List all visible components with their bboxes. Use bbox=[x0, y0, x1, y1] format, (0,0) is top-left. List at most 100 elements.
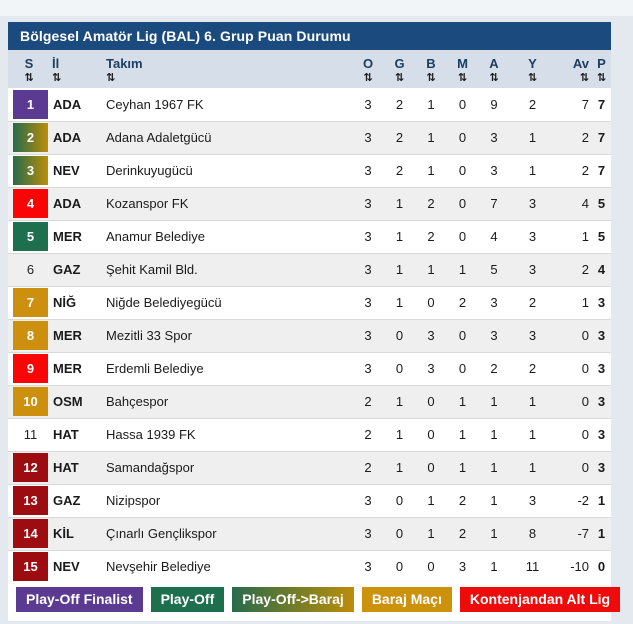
draws-value: 0 bbox=[427, 559, 435, 575]
legend-item-grad: Play-Off->Baraj bbox=[232, 587, 354, 612]
draws-value: 2 bbox=[427, 196, 435, 211]
wins-value: 2 bbox=[395, 163, 404, 178]
table-row: 6 GAZ Şehit Kamil Bld. 3 1 1 1 5 3 2 4 bbox=[8, 253, 611, 286]
sort-arrows-icon[interactable]: ⇅ bbox=[52, 72, 62, 84]
sort-arrows-icon[interactable]: ⇅ bbox=[579, 72, 589, 84]
team-name: Ceyhan 1967 FK bbox=[106, 96, 204, 112]
played-value: 3 bbox=[364, 96, 372, 112]
table-row: 9 MER Erdemli Belediye 3 0 3 0 2 2 0 3 bbox=[8, 352, 611, 385]
goals-against-value: 2 bbox=[528, 361, 537, 376]
column-header-p[interactable]: P ⇅ bbox=[592, 50, 611, 88]
wins-value: 0 bbox=[395, 526, 404, 541]
losses-value: 0 bbox=[458, 328, 467, 343]
losses-value: 0 bbox=[458, 163, 467, 178]
province-code: GAZ bbox=[53, 262, 81, 277]
draws-value: 0 bbox=[427, 394, 435, 409]
rank-badge: 13 bbox=[13, 486, 48, 515]
losses-value: 2 bbox=[458, 295, 467, 310]
sort-arrows-icon[interactable]: ⇅ bbox=[106, 72, 116, 84]
wins-value: 1 bbox=[395, 394, 404, 409]
played-value: 3 bbox=[364, 493, 372, 508]
sort-arrows-icon[interactable]: ⇅ bbox=[363, 72, 373, 84]
table-row: 2 ADA Adana Adaletgücü 3 2 1 0 3 1 2 7 bbox=[8, 121, 611, 154]
losses-value: 0 bbox=[458, 361, 467, 376]
losses-value: 0 bbox=[458, 96, 467, 112]
column-header-tk[interactable]: Takım ⇅ bbox=[98, 50, 352, 88]
sort-arrows-icon[interactable]: ⇅ bbox=[457, 72, 468, 84]
province-code: NEV bbox=[53, 163, 80, 178]
sort-arrows-icon[interactable]: ⇅ bbox=[596, 72, 607, 84]
rank-cell: 8 bbox=[8, 319, 50, 352]
goals-for-value: 3 bbox=[490, 130, 498, 145]
column-header-a[interactable]: A ⇅ bbox=[478, 50, 510, 88]
column-header-il[interactable]: İl ⇅ bbox=[50, 50, 98, 88]
wins-value: 2 bbox=[395, 130, 404, 145]
wins-value: 0 bbox=[395, 559, 404, 575]
goals-for-value: 4 bbox=[490, 229, 498, 244]
column-header-b[interactable]: B ⇅ bbox=[415, 50, 447, 88]
goal-diff-value: 1 bbox=[581, 229, 589, 244]
losses-value: 1 bbox=[458, 427, 467, 442]
points-value: 7 bbox=[597, 163, 606, 178]
rank-badge: 7 bbox=[13, 288, 48, 317]
table-row: 10 OSM Bahçespor 2 1 0 1 1 1 0 3 bbox=[8, 385, 611, 418]
province-code: MER bbox=[53, 361, 82, 376]
points-value: 5 bbox=[597, 196, 606, 211]
goal-diff-value: 1 bbox=[581, 295, 589, 310]
column-header-m[interactable]: M ⇅ bbox=[447, 50, 478, 88]
rank-cell: 5 bbox=[8, 220, 50, 253]
sort-arrows-icon[interactable]: ⇅ bbox=[394, 72, 405, 84]
losses-value: 1 bbox=[458, 394, 467, 409]
goals-against-value: 3 bbox=[528, 493, 537, 508]
rank-cell: 7 bbox=[8, 286, 50, 319]
legend: Play-Off Finalist Play-Off Play-Off->Baraj… bbox=[8, 583, 621, 621]
played-value: 2 bbox=[364, 394, 372, 409]
rank-badge: 5 bbox=[13, 222, 48, 251]
goals-for-value: 5 bbox=[490, 262, 498, 277]
rank-badge: 15 bbox=[13, 552, 48, 582]
sort-arrows-icon[interactable]: ⇅ bbox=[426, 72, 436, 84]
team-name: Erdemli Belediye bbox=[106, 361, 204, 376]
column-label: Av bbox=[572, 56, 589, 71]
goal-diff-value: 0 bbox=[581, 361, 589, 376]
sort-arrows-icon[interactable]: ⇅ bbox=[24, 72, 34, 84]
province-code: HAT bbox=[53, 427, 79, 442]
goals-against-value: 2 bbox=[528, 295, 537, 310]
sort-arrows-icon[interactable]: ⇅ bbox=[489, 72, 499, 84]
points-value: 3 bbox=[597, 427, 606, 442]
goal-diff-value: 4 bbox=[581, 196, 589, 211]
draws-value: 0 bbox=[427, 295, 435, 310]
column-header-s[interactable]: S ⇅ bbox=[8, 50, 50, 88]
losses-value: 0 bbox=[458, 196, 467, 211]
rank-cell: 4 bbox=[8, 187, 50, 220]
page-top-strip bbox=[0, 0, 633, 16]
sort-arrows-icon[interactable]: ⇅ bbox=[527, 72, 538, 84]
column-header-g[interactable]: G ⇅ bbox=[384, 50, 415, 88]
column-label: S bbox=[24, 56, 34, 71]
goal-diff-value: -2 bbox=[577, 493, 589, 508]
goal-diff-value: 7 bbox=[581, 96, 589, 112]
province-code: KİL bbox=[53, 526, 74, 541]
rank-badge: 2 bbox=[13, 123, 48, 152]
goals-for-value: 1 bbox=[490, 394, 498, 409]
column-header-o[interactable]: O ⇅ bbox=[352, 50, 384, 88]
rank-cell: 11 bbox=[8, 418, 50, 451]
goals-for-value: 1 bbox=[490, 493, 498, 508]
goal-diff-value: -10 bbox=[570, 559, 589, 575]
column-header-y[interactable]: Y ⇅ bbox=[510, 50, 555, 88]
province-code: OSM bbox=[53, 394, 83, 409]
column-label: A bbox=[489, 56, 499, 71]
column-header-av[interactable]: Av ⇅ bbox=[555, 50, 592, 88]
points-value: 1 bbox=[597, 493, 606, 508]
draws-value: 1 bbox=[427, 262, 435, 277]
goals-for-value: 3 bbox=[490, 163, 498, 178]
goals-against-value: 1 bbox=[528, 130, 537, 145]
draws-value: 1 bbox=[427, 163, 435, 178]
rank-cell: 6 bbox=[8, 253, 50, 286]
header-row: S ⇅ İl ⇅ Takım ⇅ O ⇅ G ⇅ B ⇅ M ⇅ A ⇅ Y ⇅ Av ⇅ P ⇅ bbox=[8, 50, 611, 88]
team-name: Adana Adaletgücü bbox=[106, 130, 212, 145]
losses-value: 2 bbox=[458, 493, 467, 508]
rank-cell: 9 bbox=[8, 352, 50, 385]
column-label: O bbox=[362, 56, 374, 71]
goals-for-value: 1 bbox=[490, 559, 498, 575]
